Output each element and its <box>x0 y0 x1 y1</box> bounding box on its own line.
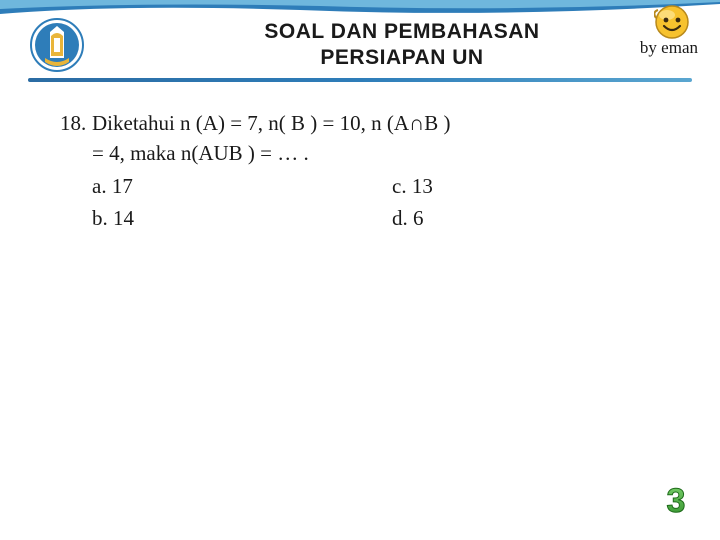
page-title: SOAL DAN PEMBAHASAN PERSIAPAN UN <box>84 19 720 72</box>
page-number-badge: 3 <box>656 478 696 522</box>
question-text-line-1: Diketahui n (A) = 7, n( B ) = 10, n (A∩B… <box>92 108 660 138</box>
option-a: a. 17 <box>92 171 392 201</box>
page-number-glyph: 3 <box>667 482 686 520</box>
title-line-1: SOAL DAN PEMBAHASAN <box>84 19 720 45</box>
question-text-line-2: = 4, maka n(AUB ) = … . <box>92 138 660 168</box>
option-b: b. 14 <box>92 203 392 233</box>
option-d: d. 6 <box>392 203 592 233</box>
answer-options: a. 17 c. 13 b. 14 d. 6 <box>92 171 660 234</box>
education-logo <box>30 18 84 72</box>
byline: by eman <box>640 38 698 58</box>
question-number: 18. <box>60 108 92 138</box>
header-divider <box>28 78 692 82</box>
option-c: c. 13 <box>392 171 592 201</box>
question-content: 18. Diketahui n (A) = 7, n( B ) = 10, n … <box>60 108 660 234</box>
smiley-icon <box>654 4 690 40</box>
header: SOAL DAN PEMBAHASAN PERSIAPAN UN <box>0 10 720 80</box>
title-line-2: PERSIAPAN UN <box>84 45 720 71</box>
